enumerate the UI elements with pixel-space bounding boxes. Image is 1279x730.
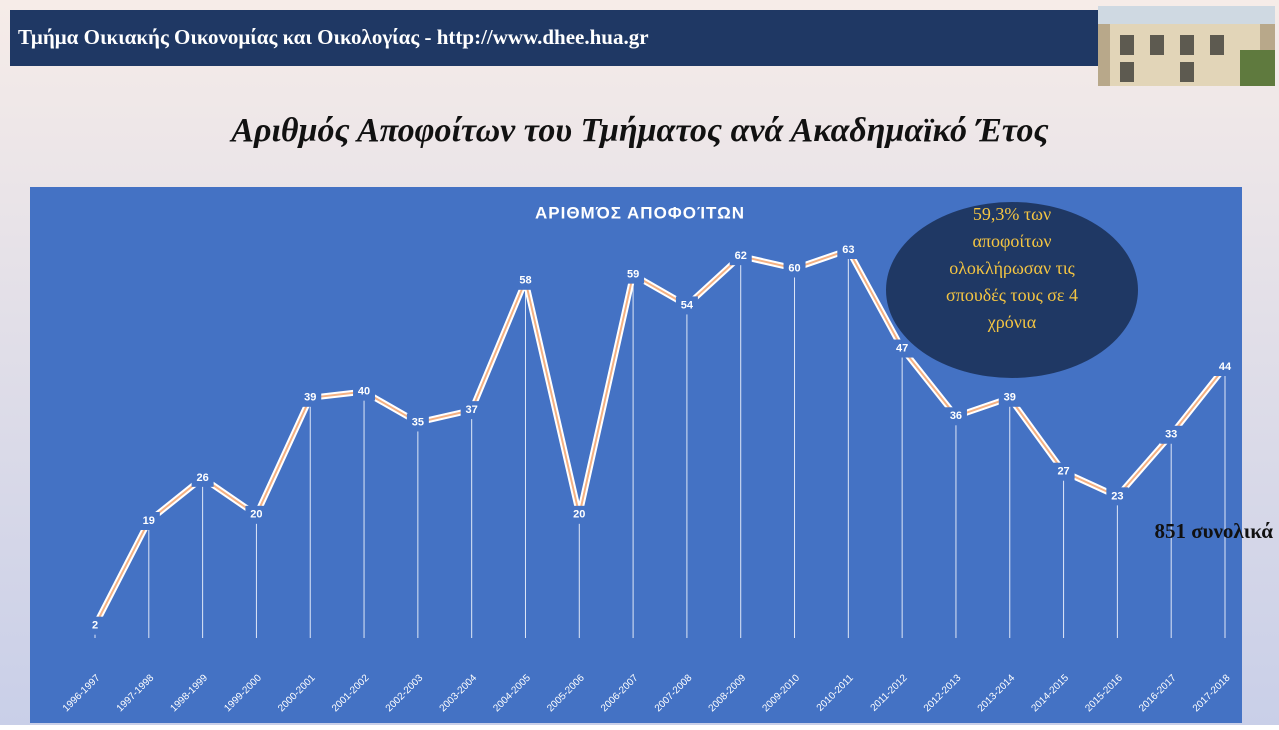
data-label-bg	[675, 296, 698, 315]
header-bar	[10, 10, 1275, 66]
data-label: 40	[358, 386, 370, 398]
data-label: 27	[1057, 466, 1069, 478]
chart-title: ΑΡΙΘΜΌΣ ΑΠΟΦΟΊΤΩΝ	[535, 203, 745, 222]
annotation-line: αποφοίτων	[973, 231, 1052, 251]
data-label: 20	[573, 509, 585, 521]
data-label-bg	[191, 468, 214, 487]
data-label: 33	[1165, 429, 1177, 441]
data-label-bg	[299, 388, 322, 407]
slide-title: Αριθμός Αποφοίτων του Τμήματος ανά Ακαδη…	[229, 112, 1048, 149]
data-label: 54	[681, 299, 694, 311]
data-label: 35	[412, 416, 424, 428]
line	[94, 249, 1226, 627]
data-label: 39	[1004, 392, 1016, 404]
data-label-bg	[891, 339, 914, 358]
data-label-bg	[944, 407, 967, 426]
data-label: 23	[1111, 490, 1123, 502]
data-label-bg	[1160, 425, 1183, 444]
annotation-line: 59,3% των	[973, 204, 1051, 224]
data-label-bg	[622, 265, 645, 284]
header-text: Τμήμα Οικιακής Οικονομίας και Οικολογίας…	[18, 25, 649, 49]
annotation-line: χρόνια	[987, 312, 1037, 332]
total-label: 851 συνολικά	[1154, 519, 1273, 543]
annotation-line: ολοκλήρωσαν τις	[949, 258, 1075, 278]
data-label: 26	[196, 472, 208, 484]
data-label: 44	[1219, 361, 1232, 373]
annotation-bubble	[886, 202, 1138, 378]
data-label-bg	[1214, 358, 1236, 377]
data-label-bg	[998, 388, 1021, 407]
data-label-bg	[837, 241, 860, 259]
annotation: 59,3% των αποφοίτων ολοκλήρωσαν τις σπουδές…	[946, 204, 1078, 332]
header-photo	[1098, 6, 1275, 86]
data-label-bg	[84, 616, 106, 635]
data-label-bg	[245, 505, 268, 524]
data-label-bg	[568, 505, 591, 524]
data-label-bg	[1106, 487, 1129, 506]
data-label: 63	[842, 244, 854, 256]
data-label-bg	[406, 413, 429, 432]
data-label: 59	[627, 269, 639, 281]
data-label-bg	[137, 511, 160, 530]
data-label-bg	[1052, 462, 1075, 481]
data-label: 47	[896, 342, 908, 354]
data-label: 62	[735, 250, 747, 262]
annotation-line: σπουδές τους σε 4	[946, 285, 1078, 305]
data-label: 58	[519, 275, 531, 287]
data-label-bg	[783, 259, 806, 278]
data-label: 60	[788, 262, 800, 274]
data-label-bg	[460, 401, 483, 420]
data-label-bg	[353, 382, 376, 401]
data-label: 19	[143, 515, 155, 527]
data-label-bg	[729, 247, 752, 266]
data-label: 20	[250, 509, 262, 521]
data-label: 37	[466, 404, 478, 416]
data-label: 2	[92, 620, 98, 632]
data-label: 36	[950, 410, 962, 422]
data-label-bg	[514, 271, 537, 290]
data-label: 39	[304, 392, 316, 404]
